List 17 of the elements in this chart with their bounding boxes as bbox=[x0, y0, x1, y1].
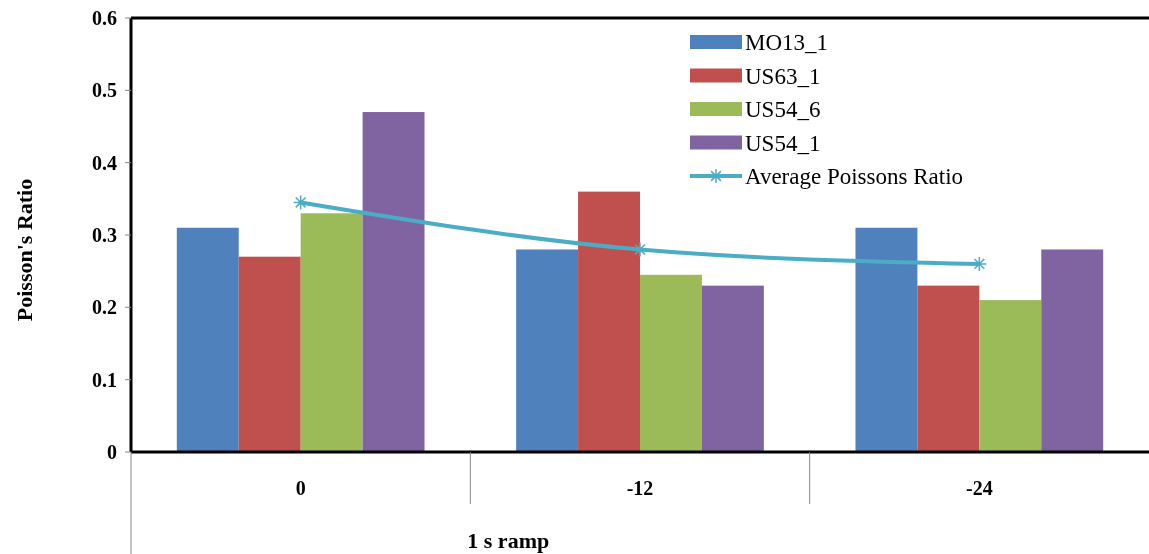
y-tick-label: 0.3 bbox=[92, 224, 117, 246]
y-tick-label: 0.6 bbox=[92, 7, 117, 29]
x-tick-label: -24 bbox=[966, 477, 993, 499]
y-tick-label: 0.1 bbox=[92, 368, 117, 391]
legend-label: MO13_1 bbox=[745, 30, 829, 56]
y-tick-label: 0.5 bbox=[92, 79, 117, 102]
y-tick-label: 0.2 bbox=[92, 296, 117, 319]
y-axis-title: Poisson's Ratio bbox=[12, 178, 37, 322]
legend-label: US54_6 bbox=[745, 97, 821, 123]
legend-label: Average Poissons Ratio bbox=[745, 164, 964, 190]
legend-label: US63_1 bbox=[745, 63, 821, 89]
legend-label: US54_1 bbox=[745, 130, 821, 156]
x-tick-label: 0 bbox=[295, 477, 306, 499]
y-tick-label: 0 bbox=[107, 441, 117, 463]
y-tick-label: 0.4 bbox=[92, 151, 117, 174]
x-tick-label: -12 bbox=[626, 477, 654, 499]
x-axis-title: 1 s ramp bbox=[467, 528, 550, 553]
